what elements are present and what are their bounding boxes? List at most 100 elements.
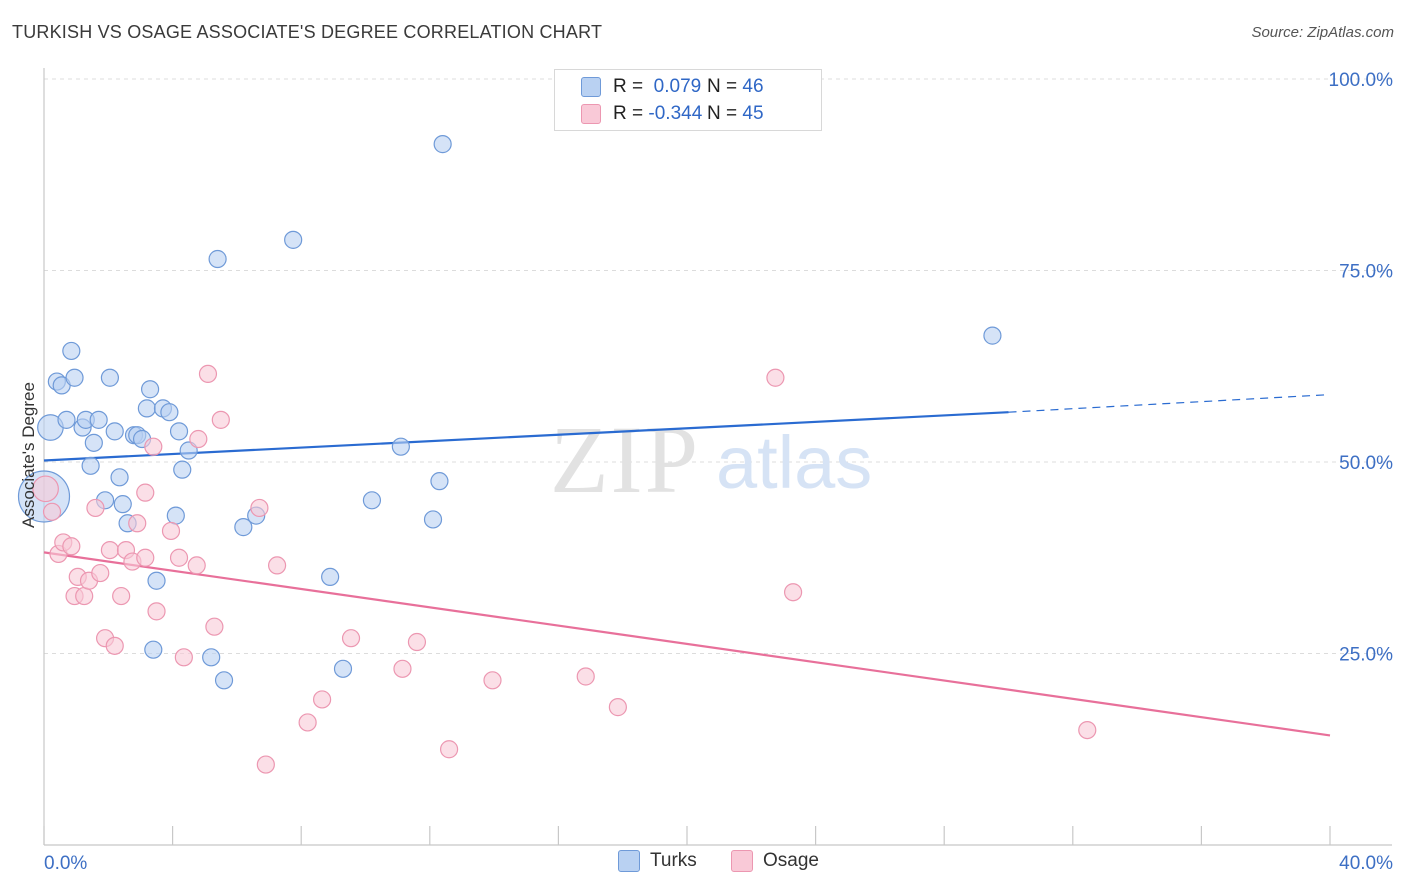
turks-trendline-extension: [1008, 393, 1331, 413]
turks-point[interactable]: [321, 567, 340, 587]
turks-point[interactable]: [81, 456, 100, 475]
turks-point[interactable]: [160, 403, 179, 422]
osage-point[interactable]: [576, 667, 595, 686]
osage-point[interactable]: [91, 563, 110, 583]
osage-point[interactable]: [32, 475, 59, 503]
osage-point[interactable]: [267, 556, 287, 575]
osage-r-label: R =: [613, 103, 644, 124]
osage-point[interactable]: [205, 617, 224, 636]
turks-point[interactable]: [140, 380, 160, 399]
osage-point[interactable]: [608, 698, 627, 717]
turks-point[interactable]: [84, 433, 103, 452]
osage-point[interactable]: [189, 429, 208, 449]
turks-point[interactable]: [173, 460, 192, 479]
x-tick-label-min: 0.0%: [44, 853, 87, 874]
turks-point[interactable]: [284, 230, 303, 249]
turks-point[interactable]: [391, 437, 410, 456]
osage-point[interactable]: [312, 690, 332, 709]
chart-title: TURKISH VS OSAGE ASSOCIATE'S DEGREE CORR…: [12, 22, 603, 42]
turks-point[interactable]: [423, 510, 443, 529]
osage-point[interactable]: [147, 602, 166, 621]
osage-point[interactable]: [298, 713, 317, 732]
osage-point[interactable]: [62, 537, 81, 556]
osage-point[interactable]: [198, 364, 218, 384]
osage-n-value: 45: [742, 103, 764, 124]
stats-legend: R = 0.079 N = 46 R = -0.344 N = 45: [554, 69, 822, 131]
turks-point[interactable]: [430, 472, 449, 491]
osage-point[interactable]: [75, 586, 94, 606]
turks-point[interactable]: [89, 410, 108, 429]
legend-item-turks[interactable]: Turks: [618, 850, 697, 872]
y-tick-label: 100.0%: [1329, 70, 1394, 91]
osage-swatch: [581, 104, 601, 124]
osage-point[interactable]: [439, 740, 459, 759]
legend-row-osage: R = -0.344 N = 45: [581, 101, 764, 127]
osage-point[interactable]: [144, 437, 163, 456]
osage-point[interactable]: [211, 410, 230, 429]
osage-point[interactable]: [100, 540, 120, 560]
turks-point[interactable]: [333, 659, 353, 678]
osage-point[interactable]: [169, 548, 189, 567]
osage-point[interactable]: [187, 556, 206, 575]
turks-point[interactable]: [147, 571, 166, 590]
osage-legend-label: Osage: [763, 850, 819, 871]
data-points: [17, 135, 1097, 774]
osage-point[interactable]: [393, 659, 412, 678]
turks-point[interactable]: [362, 491, 382, 510]
turks-point[interactable]: [100, 368, 120, 387]
turks-point[interactable]: [202, 648, 221, 667]
turks-point[interactable]: [57, 410, 76, 429]
osage-point[interactable]: [174, 648, 193, 667]
osage-trendline: [43, 551, 1331, 737]
osage-point[interactable]: [136, 483, 155, 502]
osage-point[interactable]: [256, 755, 275, 774]
osage-point[interactable]: [407, 632, 427, 652]
turks-swatch: [581, 77, 601, 97]
turks-point[interactable]: [144, 640, 163, 659]
osage-point[interactable]: [128, 514, 147, 533]
turks-point[interactable]: [65, 368, 84, 387]
y-tick-label: 75.0%: [1339, 262, 1393, 283]
turks-point[interactable]: [983, 326, 1002, 345]
osage-point[interactable]: [112, 586, 131, 606]
legend-item-osage[interactable]: Osage: [731, 850, 819, 872]
turks-r-label: R =: [613, 76, 644, 97]
turks-legend-swatch: [618, 850, 640, 872]
turks-point[interactable]: [62, 341, 81, 361]
tick-labels: 25.0% 50.0% 75.0% 100.0% 0.0% 40.0%: [44, 70, 1393, 874]
osage-legend-swatch: [731, 850, 753, 872]
turks-point[interactable]: [110, 468, 129, 487]
osage-point[interactable]: [341, 629, 361, 648]
turks-n-label: N =: [707, 76, 738, 97]
osage-point[interactable]: [136, 548, 155, 567]
turks-point[interactable]: [433, 135, 452, 154]
turks-point[interactable]: [208, 249, 227, 269]
turks-point[interactable]: [105, 422, 124, 441]
osage-point[interactable]: [105, 636, 124, 655]
y-tick-label: 50.0%: [1339, 453, 1393, 474]
osage-point[interactable]: [1078, 720, 1097, 740]
osage-point[interactable]: [783, 583, 803, 602]
watermark-zip: ZIP: [550, 406, 700, 513]
turks-r-value: 0.079: [653, 76, 702, 97]
osage-point[interactable]: [86, 498, 105, 518]
legend-row-turks: R = 0.079 N = 46: [581, 74, 764, 100]
turks-point[interactable]: [137, 399, 156, 418]
turks-point[interactable]: [234, 518, 253, 537]
osage-point[interactable]: [766, 368, 785, 387]
watermark-atlas: atlas: [716, 421, 872, 504]
chart-source: Source: ZipAtlas.com: [1251, 24, 1394, 41]
x-tick-label-max: 40.0%: [1339, 853, 1393, 874]
osage-point[interactable]: [42, 502, 62, 521]
turks-point[interactable]: [214, 671, 234, 690]
gridlines: [44, 78, 1392, 654]
turks-trendline: [43, 411, 1009, 462]
osage-point[interactable]: [483, 671, 502, 690]
axes: [43, 68, 1392, 846]
turks-point[interactable]: [169, 422, 189, 441]
osage-point[interactable]: [250, 498, 269, 518]
trendlines: [43, 393, 1331, 737]
turks-point[interactable]: [166, 506, 185, 525]
turks-point[interactable]: [113, 495, 132, 514]
osage-point[interactable]: [161, 521, 181, 541]
